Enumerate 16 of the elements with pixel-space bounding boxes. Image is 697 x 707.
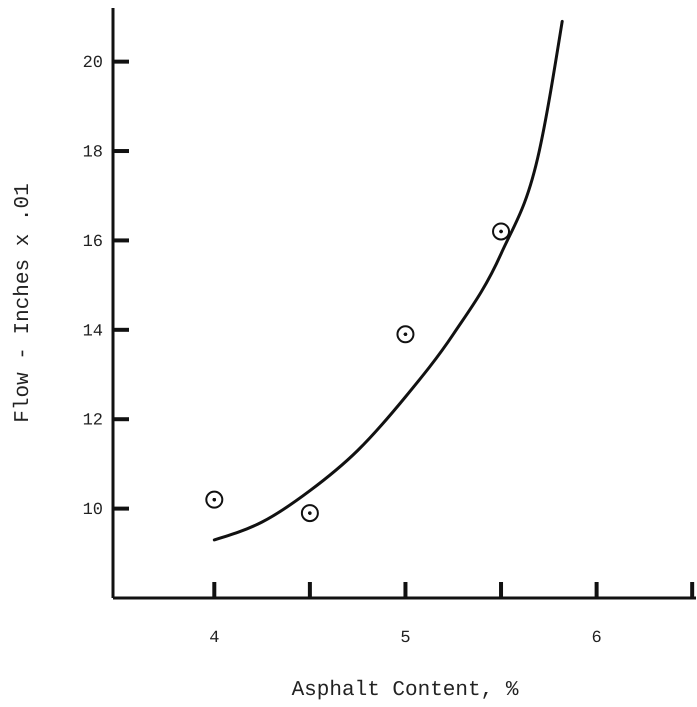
- y-tick-label: 18: [82, 143, 103, 162]
- point: [205, 490, 224, 509]
- x-tick-label: 6: [592, 629, 602, 648]
- y-axis-title: Flow - Inches x .01: [12, 183, 35, 423]
- line-series: [212, 20, 564, 542]
- point: [396, 325, 414, 344]
- y-tick-label: 20: [82, 54, 103, 74]
- x-tick-label: 5: [400, 629, 411, 648]
- y-tick-label: 14: [82, 322, 103, 342]
- y-tick-label: 16: [82, 232, 103, 252]
- point: [492, 222, 510, 240]
- x-tick-label: 4: [209, 629, 220, 648]
- y-tick-label: 12: [82, 412, 103, 431]
- x-axis-title: Asphalt Content, %: [292, 679, 519, 702]
- point: [300, 504, 319, 522]
- y-tick-label: 10: [82, 501, 103, 520]
